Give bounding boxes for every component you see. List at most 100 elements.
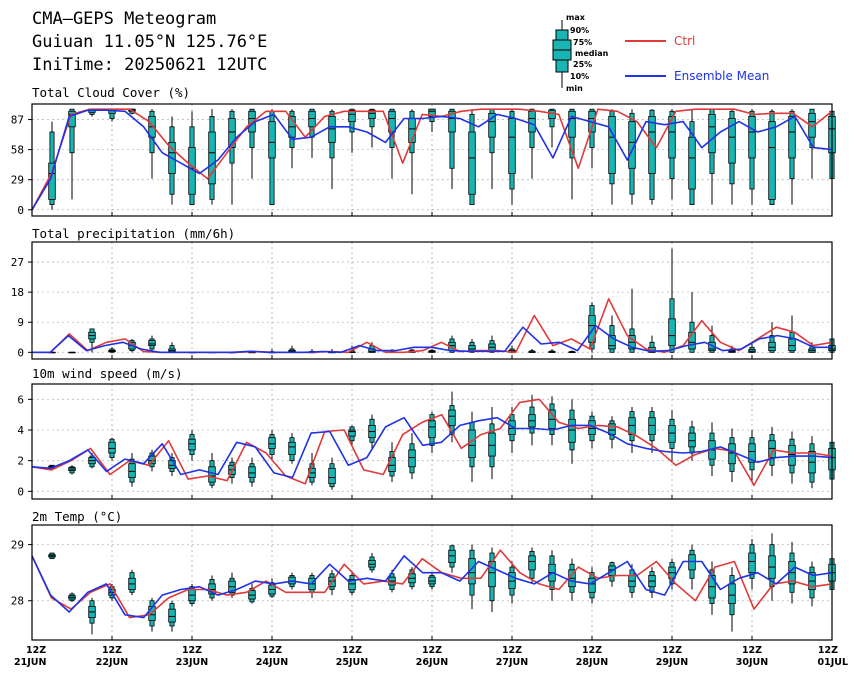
ensemble-box <box>208 453 216 489</box>
ensemble-box <box>688 544 696 590</box>
ensemble-box <box>48 552 56 560</box>
ensemble-box <box>568 108 576 200</box>
box-inner <box>608 335 616 350</box>
ensemble-box <box>788 431 796 484</box>
legend-label-median: median <box>575 49 609 58</box>
ensemble-box <box>208 109 216 205</box>
box-inner <box>528 110 536 133</box>
box-inner <box>148 340 156 347</box>
box-inner <box>688 331 696 350</box>
box-inner <box>368 109 376 119</box>
box-series <box>48 533 836 635</box>
ensemble-box <box>108 437 116 461</box>
box-inner <box>328 116 336 143</box>
ensemble-box <box>548 348 556 353</box>
box-inner <box>308 110 316 128</box>
box-series <box>48 248 836 354</box>
ensemble-box <box>128 453 136 487</box>
box-inner <box>568 110 576 138</box>
chart-init-time: IniTime: 20250621 12UTC <box>32 55 267 75</box>
legend-label-max: max <box>566 13 586 22</box>
box-inner <box>568 418 576 443</box>
box-inner <box>208 131 216 185</box>
ensemble-box <box>768 109 776 205</box>
legend: max 90% 75% median 25% 10% min Ctrl Ense… <box>552 13 769 93</box>
ensemble-box <box>608 315 616 353</box>
box-inner <box>688 432 696 448</box>
x-tick-hour: 12Z <box>582 645 602 656</box>
box-outer <box>69 108 75 154</box>
ensemble-box <box>808 436 816 489</box>
ensemble-box <box>788 109 796 205</box>
ensemble-box <box>108 347 116 353</box>
ensemble-box <box>408 567 416 590</box>
ctrl-series-line <box>31 108 833 211</box>
y-tick-label: 6 <box>17 393 24 406</box>
x-tick-date: 27JUN <box>496 657 528 668</box>
box-inner <box>768 341 776 352</box>
x-axis: 12Z21JUN12Z22JUN12Z23JUN12Z24JUN12Z25JUN… <box>14 645 848 668</box>
y-tick-label: 58 <box>11 144 24 157</box>
ensemble-box <box>528 547 536 584</box>
ensemble-box <box>268 430 276 461</box>
legend-box-outer-lower <box>555 59 569 73</box>
ensemble-box <box>248 108 256 179</box>
legend-label-10: 10% <box>570 72 589 81</box>
box-inner <box>668 116 676 159</box>
box-inner <box>268 437 276 449</box>
ensemble-box <box>128 569 136 596</box>
x-tick-date: 24JUN <box>256 657 288 668</box>
ensemble-box <box>288 433 296 464</box>
ensemble-box <box>608 561 616 587</box>
ensemble-box <box>748 430 756 481</box>
ensemble-mean-line <box>31 109 833 211</box>
box-inner <box>348 429 356 437</box>
ensemble-box <box>748 539 756 590</box>
y-tick-label: 9 <box>17 316 24 329</box>
y-tick-label: 87 <box>11 114 24 127</box>
ensemble-box <box>568 350 576 353</box>
ensemble-box <box>728 428 736 483</box>
y-tick-label: 4 <box>17 424 24 437</box>
ensemble-box <box>588 567 596 604</box>
ensemble-box <box>428 572 436 590</box>
ensemble-box <box>268 109 276 205</box>
ensemble-box <box>548 396 556 446</box>
x-tick-date: 26JUN <box>416 657 448 668</box>
box-inner <box>128 463 136 478</box>
box-inner <box>668 424 676 443</box>
box-inner <box>488 432 496 457</box>
legend-label-75: 75% <box>573 38 592 47</box>
x-tick-date: 29JUN <box>656 657 688 668</box>
ensemble-box <box>608 109 616 205</box>
ensemble-box <box>708 561 716 615</box>
legend-label-25: 25% <box>573 60 592 69</box>
x-tick-hour: 12Z <box>818 645 838 656</box>
box-inner <box>208 583 216 595</box>
ensemble-box <box>508 561 516 604</box>
legend-mean-label: Ensemble Mean <box>674 69 769 83</box>
ensemble-box <box>468 544 476 610</box>
y-tick-label: 0 <box>17 346 24 359</box>
ensemble-box <box>428 411 436 453</box>
ensemble-box <box>268 578 276 598</box>
x-tick-date: 21JUN <box>14 657 46 668</box>
y-tick-label: 2 <box>17 455 24 468</box>
x-tick-date: 28JUN <box>576 657 608 668</box>
box-inner <box>428 420 436 439</box>
chart-header: CMA—GEPS Meteogram Guiuan 11.05°N 125.76… <box>32 9 267 75</box>
ensemble-box <box>68 592 76 602</box>
ensemble-box <box>408 109 416 195</box>
y-tick-label: 0 <box>17 204 24 217</box>
panel-title: 2m Temp (°C) <box>32 509 122 524</box>
box-inner <box>228 118 236 148</box>
x-tick-hour: 12Z <box>662 645 682 656</box>
ensemble-box <box>568 399 576 464</box>
ensemble-box <box>68 465 76 475</box>
ensemble-box <box>188 583 196 607</box>
box-inner <box>408 449 416 468</box>
y-tick-label: 27 <box>11 256 24 269</box>
ensemble-box <box>428 348 436 353</box>
